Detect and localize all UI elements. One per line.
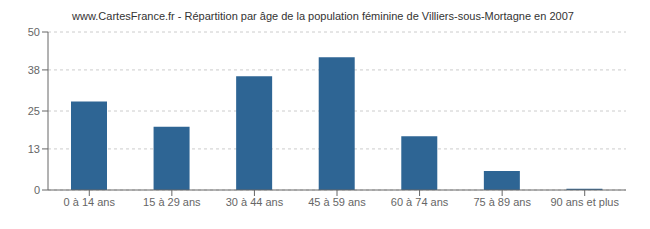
svg-text:90 ans et plus: 90 ans et plus: [550, 196, 619, 208]
svg-text:15 à 29 ans: 15 à 29 ans: [143, 196, 201, 208]
svg-text:30 à 44 ans: 30 à 44 ans: [226, 196, 284, 208]
svg-text:25: 25: [28, 105, 40, 117]
svg-text:50: 50: [28, 26, 40, 38]
html-text:www.CartesFrance.fr - Répartit: www.CartesFrance.fr - Répartition par âg…: [72, 10, 574, 22]
svg-text:38: 38: [28, 64, 40, 76]
svg-text:60 à 74 ans: 60 à 74 ans: [391, 196, 449, 208]
svg-text:75 à 89 ans: 75 à 89 ans: [473, 196, 531, 208]
svg-text:0 à 14 ans: 0 à 14 ans: [64, 196, 116, 208]
svg-text:45 à 59 ans: 45 à 59 ans: [308, 196, 366, 208]
svg-text:0: 0: [34, 184, 40, 196]
svg-text:13: 13: [28, 143, 40, 155]
